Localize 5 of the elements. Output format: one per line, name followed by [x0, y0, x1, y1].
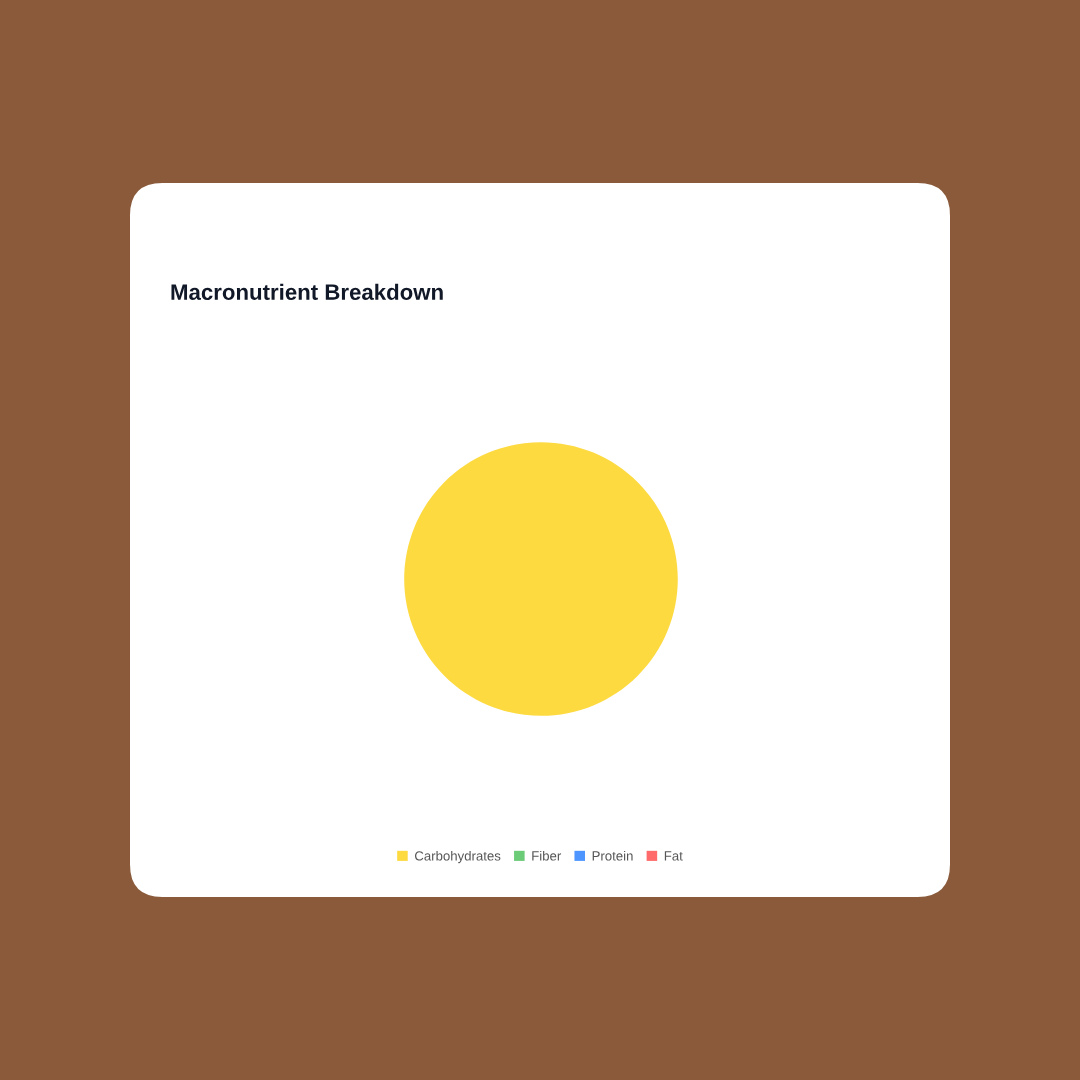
- chart-title: Macronutrient Breakdown: [171, 283, 443, 300]
- legend-label: Fat: [664, 851, 683, 861]
- legend-label: Protein: [592, 850, 633, 861]
- legend-label: Carbohydrates: [415, 850, 501, 864]
- legend-label: Fiber: [532, 850, 562, 861]
